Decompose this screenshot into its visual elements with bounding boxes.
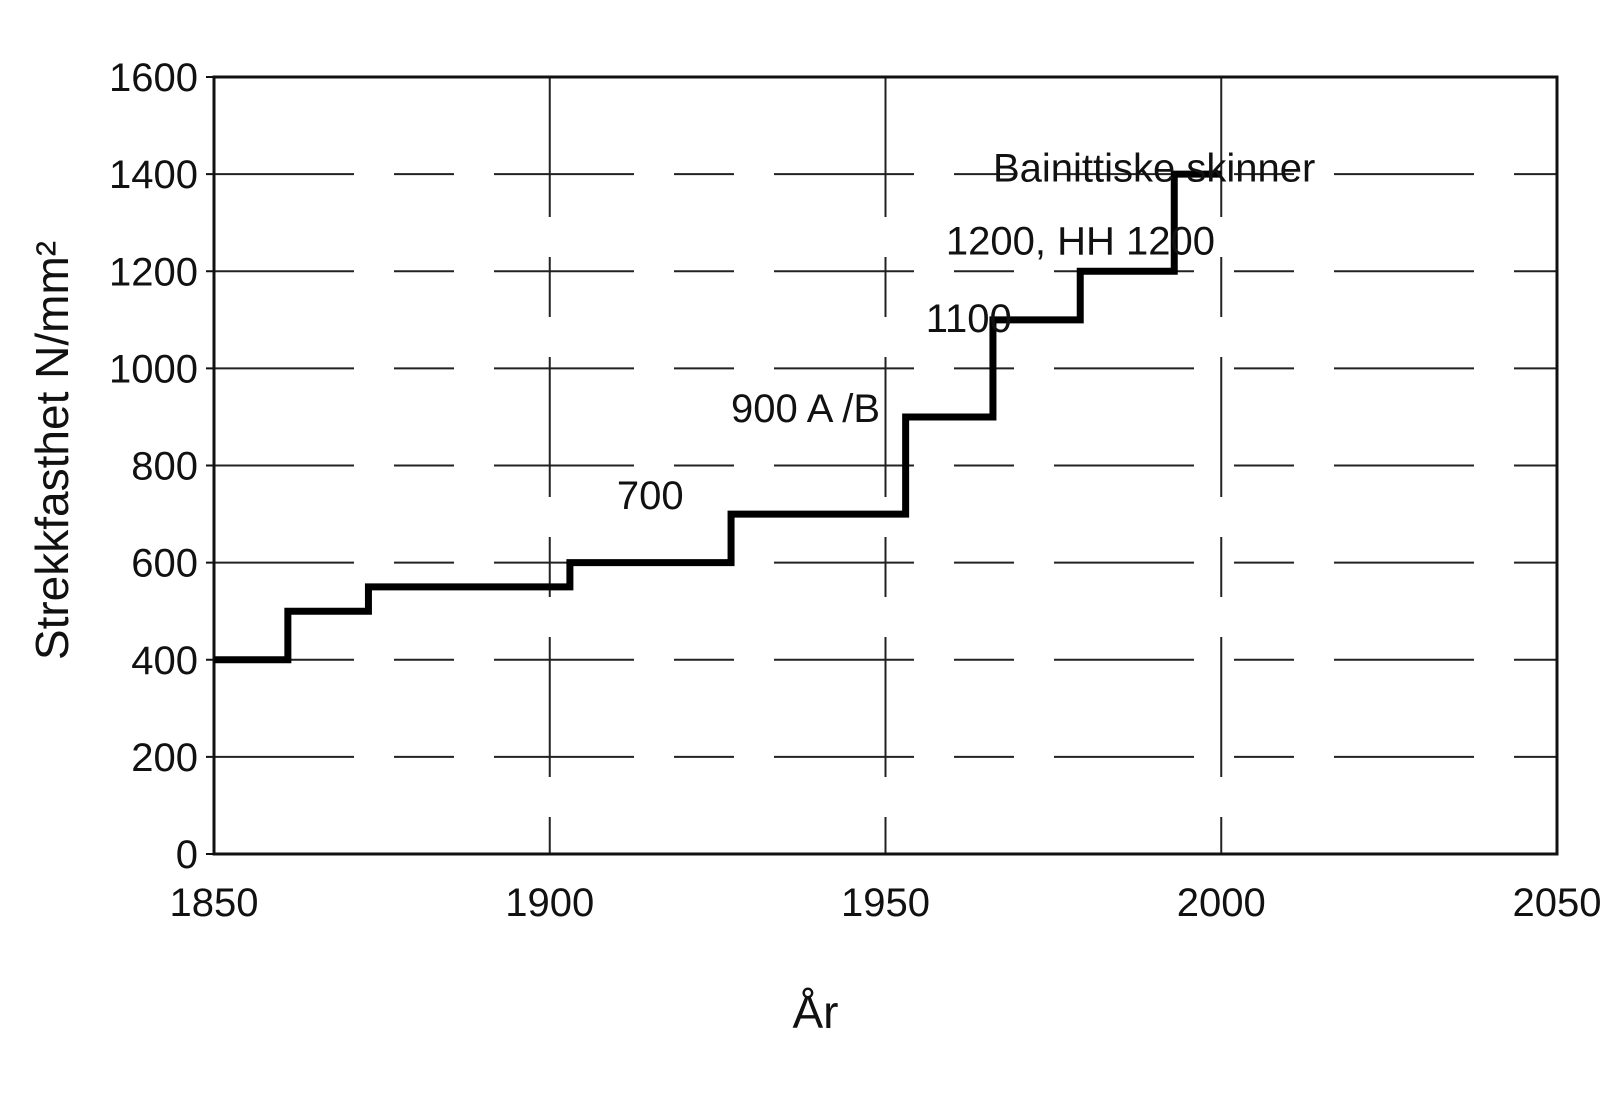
y-tick-label: 1400 (109, 153, 198, 197)
y-tick-label: 0 (176, 833, 198, 877)
annotation-label: 700 (617, 474, 684, 518)
x-tick-label: 1850 (170, 881, 259, 925)
series-layer (214, 170, 1222, 664)
y-tick-label: 400 (131, 639, 198, 683)
y-tick-label: 200 (131, 736, 198, 780)
x-tick-label: 1900 (505, 881, 594, 925)
y-tick-label: 800 (131, 445, 198, 489)
y-tick-labels: 0 200 400 600 800 1000 1200 1400 1600 (109, 56, 214, 877)
annotations: 700 900 A /B 1100 1200, HH 1200 Bainittiske … (617, 146, 1315, 518)
x-tick-label: 2000 (1177, 881, 1266, 925)
step-series-line (214, 170, 1222, 664)
y-tick-label: 1200 (109, 250, 198, 294)
annotation-label: Bainittiske skinner (993, 146, 1315, 190)
y-tick-label: 1600 (109, 56, 198, 100)
annotation-label: 1200, HH 1200 (946, 219, 1215, 263)
x-tick-labels: 1850 1900 1950 2000 2050 (170, 881, 1600, 925)
annotation-label: 900 A /B (731, 387, 880, 431)
grid-lines (214, 77, 1557, 854)
x-tick-label: 2050 (1513, 881, 1600, 925)
x-tick-label: 1950 (841, 881, 930, 925)
x-axis-label: År (793, 986, 839, 1038)
y-axis-label: Strekkfasthet N/mm² (26, 241, 78, 660)
y-tick-label: 1000 (109, 347, 198, 391)
annotation-label: 1100 (926, 297, 1012, 341)
y-tick-label: 600 (131, 542, 198, 586)
